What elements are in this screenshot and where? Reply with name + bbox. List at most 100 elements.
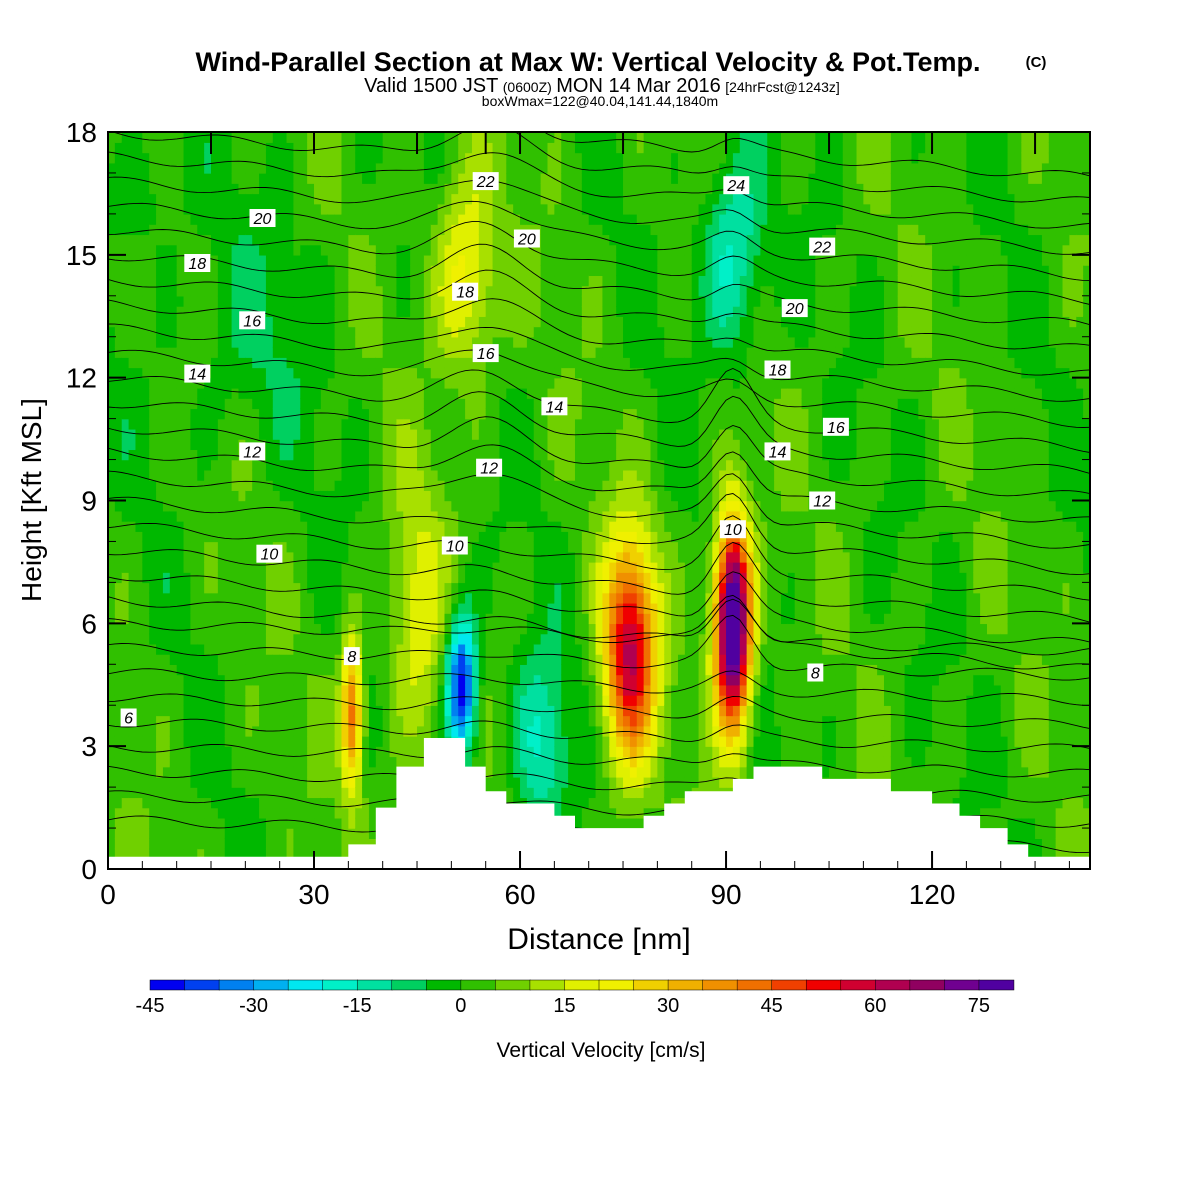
field-cell bbox=[286, 357, 295, 369]
field-cell bbox=[368, 152, 377, 164]
field-cell bbox=[451, 551, 459, 563]
field-cell bbox=[375, 725, 384, 737]
field-cell bbox=[561, 766, 569, 778]
field-cell bbox=[286, 326, 295, 338]
field-cell bbox=[135, 183, 144, 195]
field-cell bbox=[231, 387, 240, 399]
field-cell bbox=[437, 316, 446, 328]
field-cell bbox=[252, 459, 260, 471]
field-cell bbox=[121, 561, 130, 573]
field-cell bbox=[176, 172, 185, 184]
field-cell bbox=[204, 746, 212, 758]
field-cell bbox=[375, 213, 384, 225]
field-cell bbox=[492, 664, 501, 676]
field-cell bbox=[478, 326, 487, 338]
field-cell bbox=[520, 551, 528, 563]
field-cell bbox=[169, 408, 178, 420]
field-cell bbox=[382, 776, 391, 788]
field-cell bbox=[520, 520, 528, 532]
field-cell bbox=[341, 602, 350, 614]
field-cell bbox=[108, 203, 116, 215]
field-cell bbox=[231, 480, 240, 491]
field-cell bbox=[485, 213, 494, 225]
field-cell bbox=[252, 531, 260, 543]
field-cell bbox=[568, 633, 576, 645]
field-cell bbox=[293, 408, 301, 420]
field-cell bbox=[293, 838, 301, 850]
field-cell bbox=[314, 398, 322, 410]
field-cell bbox=[108, 541, 116, 553]
field-cell bbox=[403, 674, 411, 686]
field-cell bbox=[245, 633, 253, 645]
field-cell bbox=[382, 654, 391, 665]
field-cell bbox=[547, 224, 556, 236]
field-cell bbox=[375, 346, 384, 358]
field-cell bbox=[492, 306, 501, 317]
field-cell bbox=[245, 183, 253, 195]
field-cell bbox=[348, 254, 356, 266]
field-cell bbox=[389, 285, 398, 297]
field-cell bbox=[499, 561, 507, 573]
field-cell bbox=[183, 326, 192, 338]
field-cell bbox=[265, 633, 274, 645]
field-cell bbox=[190, 234, 198, 246]
field-cell bbox=[355, 746, 363, 758]
field-cell bbox=[265, 387, 274, 399]
field-cell bbox=[568, 654, 576, 665]
field-cell bbox=[444, 654, 453, 665]
field-cell bbox=[238, 346, 247, 358]
field-cell bbox=[162, 705, 171, 717]
field-cell bbox=[183, 807, 192, 819]
field-cell bbox=[410, 756, 418, 768]
field-cell bbox=[526, 756, 535, 768]
field-cell bbox=[272, 377, 281, 389]
field-cell bbox=[568, 807, 576, 819]
field-cell bbox=[417, 572, 425, 584]
field-cell bbox=[547, 551, 556, 563]
field-cell bbox=[410, 572, 418, 584]
field-cell bbox=[293, 582, 301, 594]
field-cell bbox=[231, 541, 240, 553]
field-cell bbox=[108, 183, 116, 195]
field-cell bbox=[355, 346, 363, 358]
field-cell bbox=[458, 439, 466, 451]
field-cell bbox=[540, 756, 549, 768]
field-cell bbox=[217, 531, 226, 543]
field-cell bbox=[396, 316, 404, 328]
field-cell bbox=[259, 776, 267, 788]
field-cell bbox=[238, 613, 247, 625]
field-cell bbox=[341, 459, 350, 471]
field-cell bbox=[341, 387, 350, 399]
field-cell bbox=[320, 306, 329, 317]
field-cell bbox=[307, 275, 315, 287]
field-cell bbox=[121, 551, 130, 563]
field-cell bbox=[423, 203, 432, 215]
field-cell bbox=[156, 408, 164, 420]
field-cell bbox=[417, 654, 425, 665]
field-cell bbox=[108, 142, 116, 154]
field-cell bbox=[520, 684, 528, 696]
field-cell bbox=[265, 183, 274, 195]
field-cell bbox=[279, 326, 288, 338]
field-cell bbox=[197, 490, 205, 502]
field-cell bbox=[307, 459, 315, 471]
field-cell bbox=[314, 183, 322, 195]
field-cell bbox=[149, 664, 157, 676]
field-cell bbox=[533, 500, 542, 512]
field-cell bbox=[279, 275, 288, 287]
field-cell bbox=[568, 285, 576, 297]
field-cell bbox=[142, 162, 150, 174]
field-cell bbox=[108, 746, 116, 758]
field-cell bbox=[568, 213, 576, 225]
field-cell bbox=[368, 265, 377, 277]
field-cell bbox=[108, 439, 116, 451]
field-cell bbox=[513, 142, 521, 154]
field-cell bbox=[327, 469, 336, 481]
field-cell bbox=[355, 152, 363, 164]
field-cell bbox=[286, 398, 295, 410]
field-cell bbox=[156, 561, 164, 573]
field-cell bbox=[197, 654, 205, 665]
field-cell bbox=[265, 490, 274, 502]
field-cell bbox=[382, 152, 391, 164]
field-cell bbox=[533, 213, 542, 225]
